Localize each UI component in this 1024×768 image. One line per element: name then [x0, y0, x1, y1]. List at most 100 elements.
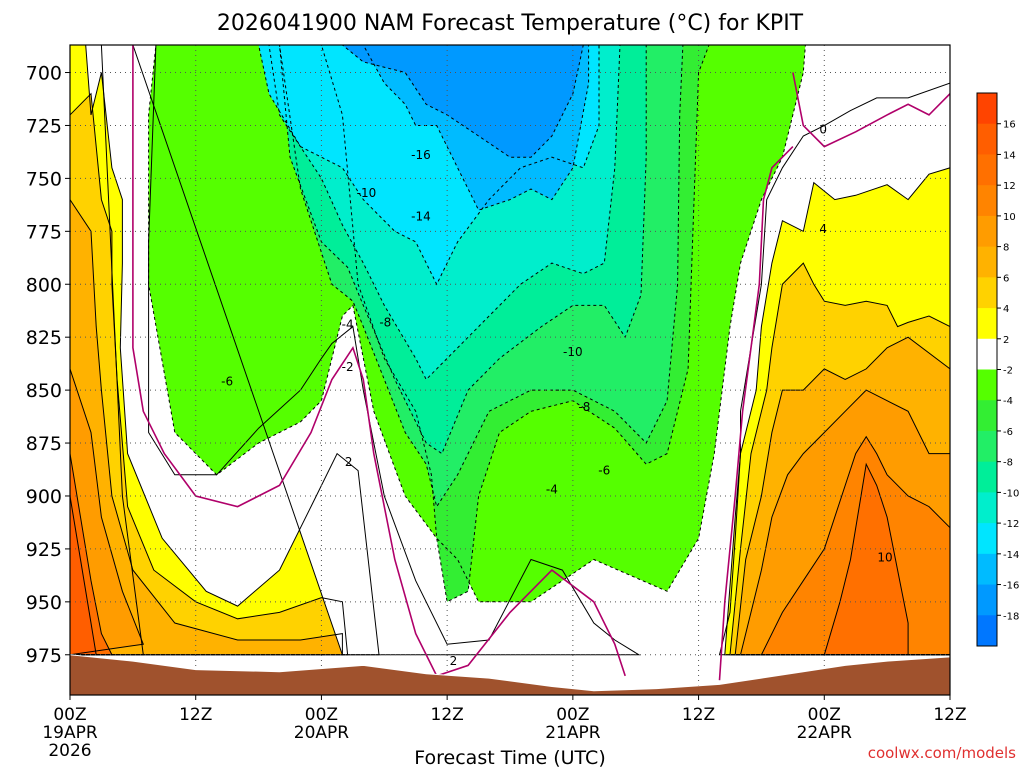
isotherm-line: [70, 45, 144, 656]
credit-link[interactable]: coolwx.com/models: [868, 744, 1016, 762]
contour-label: -8: [578, 400, 590, 414]
isotherm-line: [70, 368, 144, 656]
y-tick-label: 850: [26, 380, 62, 402]
isotherm-line: [734, 336, 950, 656]
isotherm-line: [195, 45, 600, 286]
colorbar-label: 4: [1003, 304, 1009, 315]
colorbar-label: 12: [1003, 181, 1016, 192]
plot-area: -16 -14 -10 -8 -4 -2 -6 2 2 -10 -8 -6 -4 0 4 10: [69, 44, 951, 696]
colorbar-swatch: [977, 93, 997, 125]
contour-label: -6: [221, 375, 233, 389]
x-tick-label: 12Z: [179, 705, 212, 725]
y-tick-label: 975: [26, 645, 62, 667]
contour-label: -10: [563, 345, 583, 359]
contour-label: 4: [819, 222, 827, 236]
isotherm-line: [724, 167, 950, 656]
colorbar-swatch: [977, 553, 997, 586]
x-tick-date: 21APR: [545, 723, 601, 743]
isotherm-line: [70, 453, 113, 656]
colorbar-label: 16: [1003, 120, 1016, 131]
freezing-line: [132, 45, 626, 677]
colorbar-label: -2: [1003, 366, 1013, 377]
isotherm-line: [258, 45, 590, 211]
x-tick-label: 12Z: [431, 705, 464, 725]
colorbar-label: -6: [1003, 427, 1013, 438]
colorbar-swatch: [977, 338, 997, 370]
isotherm-line: [70, 92, 349, 656]
contour-label: 2: [345, 455, 353, 469]
contour-label: 0: [819, 123, 827, 137]
colorbar-label: -8: [1003, 458, 1013, 469]
colorbar-swatch: [977, 277, 997, 309]
x-tick-date: 20APR: [294, 723, 350, 743]
contour-label: 2: [450, 654, 458, 668]
isotherm-line: [70, 495, 97, 656]
isotherm-line: [164, 45, 684, 508]
x-tick-year: 2026: [48, 741, 91, 761]
colorbar-swatch: [977, 308, 997, 340]
colorbar-label: 6: [1003, 273, 1009, 284]
plot-border: [69, 44, 951, 696]
y-tick-label: 950: [26, 592, 62, 614]
isotherm-line: [823, 462, 909, 656]
colorbar-label: -4: [1003, 396, 1013, 407]
contour-label: 10: [877, 550, 892, 564]
colorbar-swatch: [977, 400, 997, 432]
temperature-zones: [70, 45, 950, 655]
terrain-surface: [70, 654, 950, 695]
terrain: [70, 654, 950, 695]
contour-label: -4: [546, 483, 558, 497]
y-tick-label: 800: [26, 274, 62, 296]
isotherm-line: [148, 45, 806, 603]
colorbar-label: -16: [1003, 581, 1019, 592]
colorbar-swatch: [977, 523, 997, 555]
colorbar-label: -14: [1003, 550, 1019, 561]
colorbar-swatch: [977, 154, 997, 186]
contour-labels: -16 -14 -10 -8 -4 -2 -6 2 2 -10 -8 -6 -4 0 4 10: [221, 123, 893, 668]
x-tick-label: 00Z: [53, 705, 86, 725]
contour-label: -6: [598, 464, 610, 478]
colorbar-label: -12: [1003, 519, 1019, 530]
y-tick-label: 925: [26, 539, 62, 561]
y-axis: 700 725 750 775 800 825 850 875 900 925 950 975: [26, 63, 70, 667]
x-tick-label: 12Z: [682, 705, 715, 725]
x-tick-label: 12Z: [933, 705, 966, 725]
freezing-line: [792, 72, 950, 148]
isotherm-line: [132, 45, 641, 656]
temperature-zone: [824, 464, 909, 655]
colorbar: 16 14 12 10 8 6 4 2 -2 -4 -6 -8 -10 -12 -14 -16 -18: [976, 92, 1019, 647]
y-tick-label: 750: [26, 168, 62, 190]
chart-title: 2026041900 NAM Forecast Temperature (°C)…: [217, 11, 804, 36]
colorbar-swatch: [977, 461, 997, 493]
x-tick-date: 22APR: [797, 723, 853, 743]
isotherm-line: [70, 45, 380, 656]
colorbar-label: 8: [1003, 243, 1009, 254]
y-tick-label: 875: [26, 433, 62, 455]
x-tick-label: 00Z: [556, 705, 589, 725]
colorbar-swatch: [977, 123, 997, 155]
isotherm-line: [729, 262, 950, 656]
colorbar-swatch: [977, 185, 997, 217]
isotherm-line: [174, 45, 647, 455]
contour-label: -2: [342, 360, 354, 374]
x-tick-label: 00Z: [808, 705, 841, 725]
colorbar-swatch: [977, 584, 997, 616]
y-tick-label: 700: [26, 63, 62, 85]
isotherm-line: [269, 45, 584, 158]
x-tick-label: 00Z: [305, 705, 338, 725]
isotherm-lines: [70, 45, 950, 681]
contour-label: -10: [357, 186, 377, 200]
colorbar-label: 14: [1003, 150, 1016, 161]
y-tick-label: 900: [26, 486, 62, 508]
x-axis-label: Forecast Time (UTC): [414, 747, 605, 768]
colorbar-swatch: [977, 492, 997, 524]
colorbar-label: -18: [1003, 611, 1019, 622]
y-tick-label: 825: [26, 327, 62, 349]
colorbar-swatch: [977, 246, 997, 278]
temperature-zone: [269, 45, 584, 158]
colorbar-swatch: [977, 215, 997, 248]
colorbar-label: -10: [1003, 488, 1019, 499]
colorbar-swatch: [977, 430, 997, 463]
